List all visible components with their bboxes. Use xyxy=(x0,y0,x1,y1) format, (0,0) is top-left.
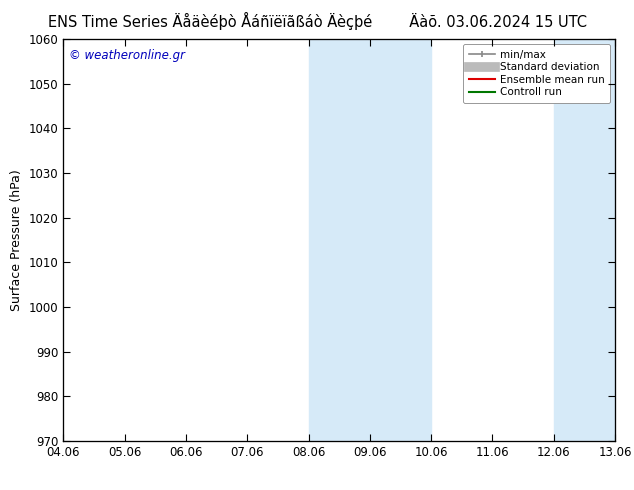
Text: © weatheronline.gr: © weatheronline.gr xyxy=(69,49,185,62)
Bar xyxy=(309,39,431,441)
Legend: min/max, Standard deviation, Ensemble mean run, Controll run: min/max, Standard deviation, Ensemble me… xyxy=(463,45,610,102)
Y-axis label: Surface Pressure (hPa): Surface Pressure (hPa) xyxy=(10,169,23,311)
Text: ENS Time Series Äåäèéþò Åáñïëïãßáò Äèçþé        Äàõ. 03.06.2024 15 UTC: ENS Time Series Äåäèéþò Åáñïëïãßáò Äèçþé… xyxy=(48,12,586,30)
Bar xyxy=(553,39,615,441)
